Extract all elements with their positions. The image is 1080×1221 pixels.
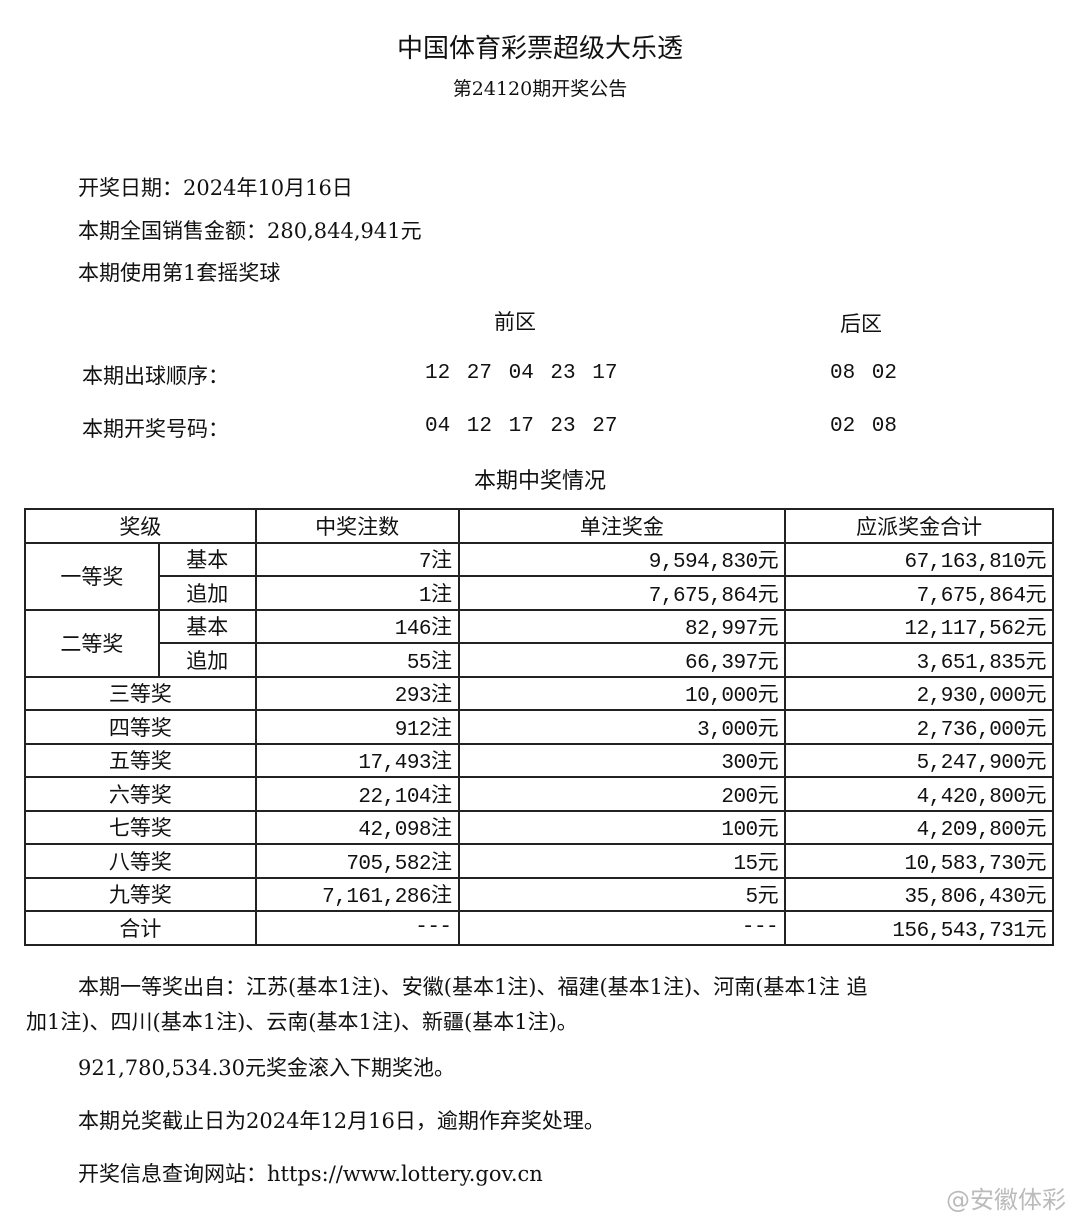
table-row: 一等奖 基本 7注 9,594,830元 67,163,810元: [24, 541, 1054, 611]
table-row: 六等奖 22,104注 200元 4,420,800元: [24, 776, 1054, 812]
table-row: 追加 1注 7,675,864元 7,675,864元: [25, 575, 1054, 611]
page-title: 中国体育彩票超级大乐透: [396, 34, 683, 64]
prize-subtype: 基本: [157, 608, 257, 644]
unit-prize: 3,000元: [457, 709, 787, 745]
winner-count: 55注: [254, 642, 460, 678]
draw-order-back: 08 02: [830, 362, 898, 385]
issue-subtitle: 第24120期开奖公告: [452, 78, 628, 100]
total-prize: 156,543,731元: [784, 910, 1054, 946]
prize-table: 奖级 中奖注数 单注奖金 应派奖金合计 一等奖 基本 7注 9,594,830元 67,…: [24, 508, 1054, 946]
draw-date: 开奖日期：2024年10月16日: [78, 176, 353, 200]
prize-subtype: 基本: [157, 541, 257, 577]
winner-count: ---: [254, 910, 460, 946]
sales-amount: 本期全国销售金额：280,844,941元: [78, 219, 422, 243]
prize-subtype: 追加: [157, 575, 257, 611]
draw-order-label: 本期出球顺序：: [82, 364, 229, 388]
unit-prize: 15元: [457, 843, 787, 879]
unit-prize: 100元: [457, 809, 787, 845]
total-prize: 5,247,900元: [784, 742, 1054, 778]
prize-level: 五等奖: [24, 742, 257, 778]
first-prize-origin-line1: 本期一等奖出自：江苏(基本1注)、安徽(基本1注)、福建(基本1注)、河南(基本…: [78, 975, 868, 999]
header-prize: 单注奖金: [457, 508, 787, 544]
prize-subtype: 追加: [157, 642, 257, 678]
total-prize: 12,117,562元: [784, 608, 1054, 644]
prize-level: 八等奖: [24, 843, 257, 879]
website-text: 开奖信息查询网站：https://www.lottery.gov.cn: [78, 1162, 543, 1186]
table-row: 四等奖 912注 3,000元 2,736,000元: [24, 709, 1054, 745]
winner-count: 705,582注: [254, 843, 460, 879]
prize-level: 一等奖: [24, 541, 160, 611]
winner-count: 146注: [254, 608, 460, 644]
prize-level: 三等奖: [24, 675, 257, 711]
winner-count: 7,161,286注: [254, 876, 460, 912]
table-row: 二等奖 基本 146注 82,997元 12,117,562元: [24, 608, 1054, 678]
header-total: 应派奖金合计: [784, 508, 1054, 544]
back-zone-label: 后区: [840, 312, 882, 336]
winner-count: 17,493注: [254, 742, 460, 778]
unit-prize: 5元: [457, 876, 787, 912]
table-row: 追加 55注 66,397元 3,651,835元: [25, 642, 1054, 678]
table-row: 五等奖 17,493注 300元 5,247,900元: [24, 742, 1054, 778]
winning-numbers-label: 本期开奖号码：: [82, 417, 229, 441]
total-prize: 3,651,835元: [784, 642, 1054, 678]
unit-prize: 82,997元: [457, 608, 787, 644]
draw-order-front: 12 27 04 23 17: [425, 362, 618, 385]
winner-count: 293注: [254, 675, 460, 711]
winner-count: 22,104注: [254, 776, 460, 812]
total-row: 合计 --- --- 156,543,731元: [24, 910, 1054, 946]
weibo-watermark: @安徽体彩: [946, 1186, 1066, 1214]
prize-level: 合计: [24, 910, 257, 946]
total-prize: 2,736,000元: [784, 709, 1054, 745]
unit-prize: 300元: [457, 742, 787, 778]
unit-prize: 9,594,830元: [457, 541, 787, 577]
winner-count: 7注: [254, 541, 460, 577]
claim-deadline: 本期兑奖截止日为2024年12月16日，逾期作弃奖处理。: [78, 1109, 605, 1133]
header-count: 中奖注数: [254, 508, 460, 544]
total-prize: 10,583,730元: [784, 843, 1054, 879]
total-prize: 7,675,864元: [784, 575, 1054, 611]
ball-set: 本期使用第1套摇奖球: [78, 261, 281, 285]
prize-level: 六等奖: [24, 776, 257, 812]
unit-prize: 66,397元: [457, 642, 787, 678]
winner-count: 912注: [254, 709, 460, 745]
prize-section-title: 本期中奖情况: [473, 469, 606, 494]
table-row: 三等奖 293注 10,000元 2,930,000元: [24, 675, 1054, 711]
prize-level: 二等奖: [24, 608, 160, 678]
unit-prize: ---: [457, 910, 787, 946]
total-prize: 4,209,800元: [784, 809, 1054, 845]
winning-numbers-back: 02 08: [830, 415, 898, 438]
winning-numbers-front: 04 12 17 23 27: [425, 415, 618, 438]
table-row: 八等奖 705,582注 15元 10,583,730元: [24, 843, 1054, 879]
first-prize-origin-line2: 加1注)、四川(基本1注)、云南(基本1注)、新疆(基本1注)。: [26, 1010, 578, 1034]
rollover-text: 921,780,534.30元奖金滚入下期奖池。: [78, 1056, 455, 1080]
prize-level: 四等奖: [24, 709, 257, 745]
table-header-row: 奖级 中奖注数 单注奖金 应派奖金合计: [24, 508, 1054, 544]
total-prize: 35,806,430元: [784, 876, 1054, 912]
total-prize: 67,163,810元: [784, 541, 1054, 577]
total-prize: 2,930,000元: [784, 675, 1054, 711]
prize-level: 九等奖: [24, 876, 257, 912]
unit-prize: 10,000元: [457, 675, 787, 711]
winner-count: 42,098注: [254, 809, 460, 845]
winner-count: 1注: [254, 575, 460, 611]
prize-level: 七等奖: [24, 809, 257, 845]
header-level: 奖级: [24, 508, 257, 544]
unit-prize: 200元: [457, 776, 787, 812]
front-zone-label: 前区: [494, 310, 536, 334]
table-row: 七等奖 42,098注 100元 4,209,800元: [24, 809, 1054, 845]
unit-prize: 7,675,864元: [457, 575, 787, 611]
table-row: 九等奖 7,161,286注 5元 35,806,430元: [24, 876, 1054, 912]
total-prize: 4,420,800元: [784, 776, 1054, 812]
